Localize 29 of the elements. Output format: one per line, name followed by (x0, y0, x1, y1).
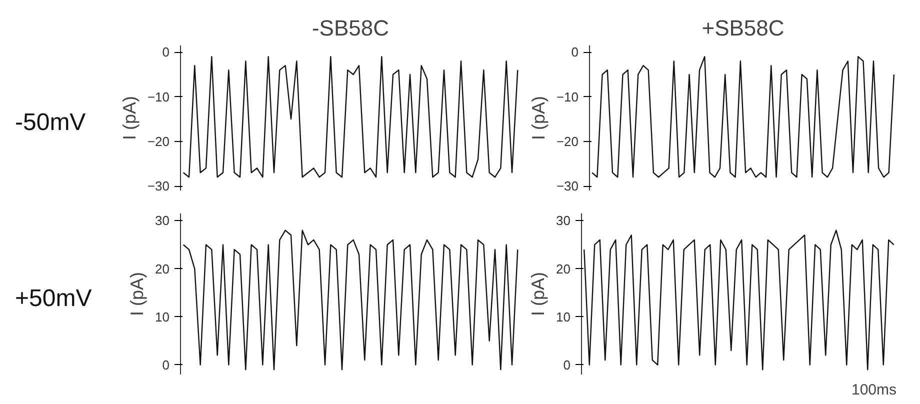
y-tick-label: −20 (556, 134, 579, 149)
text: 100ms (851, 382, 897, 398)
line-series (182, 56, 518, 178)
y-tick-label: 10 (155, 309, 170, 324)
text: -50mV (15, 108, 86, 138)
y-tick-label: −10 (556, 89, 579, 104)
line-series (584, 230, 894, 370)
y-tick-label: 0 (162, 357, 170, 372)
y-tick-label: 10 (556, 309, 571, 324)
y-tick-label: 30 (155, 213, 170, 228)
y-tick-label: 0 (571, 44, 579, 60)
y-axis-title: I (pA) (528, 96, 548, 140)
y-tick-label: 0 (162, 44, 170, 60)
y-tick-label: 30 (556, 213, 571, 228)
y-tick-label: −20 (147, 134, 170, 149)
y-tick-label: −10 (147, 89, 170, 104)
y-axis-title: I (pA) (528, 272, 548, 316)
y-tick-label: −30 (147, 178, 170, 194)
y-axis-title: I (pA) (127, 272, 148, 316)
y-tick-label: −30 (556, 178, 579, 194)
chart-title: +SB58C (702, 16, 784, 40)
chart-title: -SB58C (312, 16, 390, 40)
text: +50mV (15, 284, 92, 314)
y-tick-label: 0 (563, 357, 571, 372)
y-tick-label: 20 (556, 261, 571, 276)
y-axis-title: I (pA) (119, 96, 140, 140)
line-series (182, 230, 518, 370)
y-tick-label: 20 (155, 261, 170, 276)
line-series (591, 56, 895, 178)
